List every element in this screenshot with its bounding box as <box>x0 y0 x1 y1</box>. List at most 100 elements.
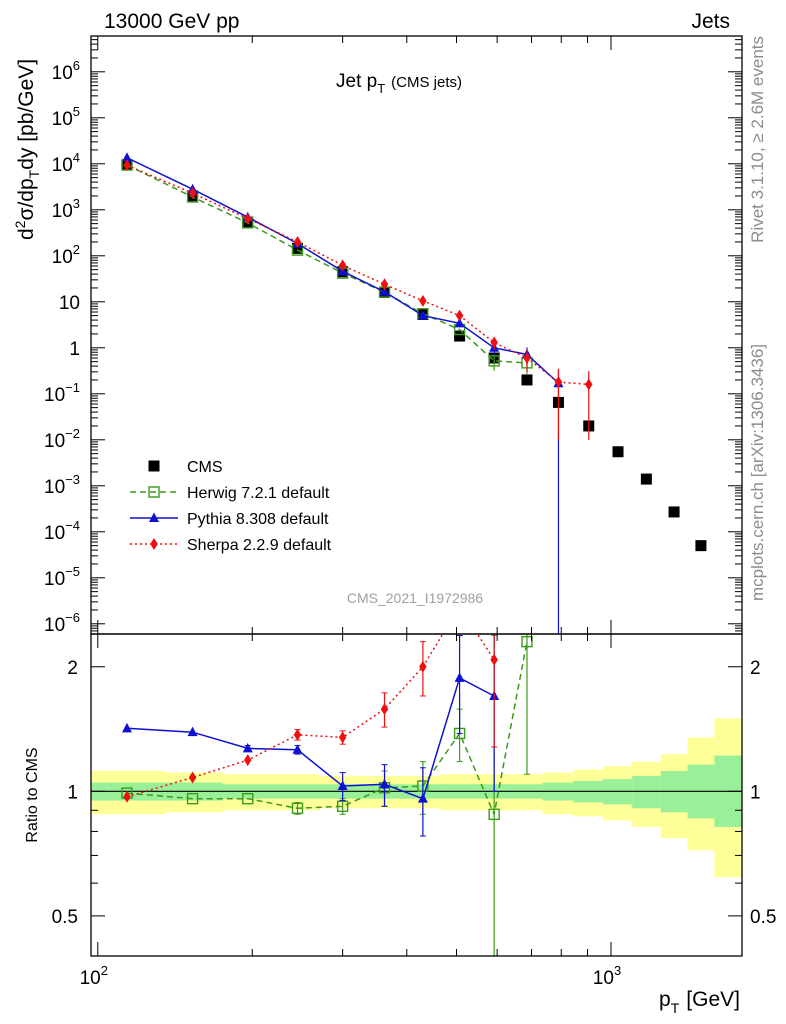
y-tick-label: 10−5 <box>44 564 80 590</box>
data-point <box>188 187 197 200</box>
legend-marker <box>148 460 160 472</box>
ratio-point <box>380 703 389 716</box>
ratio-point <box>293 728 302 741</box>
x-tick-label: 102 <box>80 963 108 989</box>
data-point <box>612 446 624 458</box>
analysis-watermark: CMS_2021_I1972986 <box>347 590 483 606</box>
ratio-point <box>338 731 347 744</box>
main-panel: 10−6 10−5 10−4 10−3 10−2 10−1 1 10 102 103 104 105 1… <box>44 35 743 636</box>
y-tick-label: 10 <box>59 293 80 314</box>
header-energy: 13000 GeV pp <box>104 10 239 33</box>
x-axis-title: pT [GeV] <box>659 988 740 1016</box>
y-tick-label: 10−1 <box>44 380 80 406</box>
band-green <box>632 775 662 809</box>
ratio-point <box>417 793 428 803</box>
data-point <box>293 235 302 248</box>
plot-title-subscript: T <box>377 81 385 96</box>
data-point <box>244 212 252 225</box>
data-point <box>455 309 464 322</box>
legend-marker <box>149 512 159 522</box>
data-point <box>695 540 707 552</box>
plot-title: Jet pT (CMS jets) <box>336 71 462 96</box>
data-point <box>417 310 428 320</box>
series-1 <box>121 159 533 374</box>
mcplots-reference-label: mcplots.cern.ch [arXiv:1306.3436] <box>748 344 767 601</box>
ratio-point <box>419 660 427 673</box>
series-line <box>126 164 589 386</box>
y-tick-label: 10−4 <box>44 518 80 544</box>
y-tick-label: 106 <box>52 58 80 84</box>
data-point <box>454 330 466 342</box>
ratio-point <box>121 722 132 733</box>
data-point <box>488 355 500 367</box>
ratio-y-tick-label-right: 0.5 <box>750 907 776 928</box>
ratio-y-tick-label: 0.5 <box>52 907 78 928</box>
header-category: Jets <box>691 10 730 33</box>
uncertainty-bands <box>91 718 742 878</box>
plot-title-main: Jet p <box>336 71 377 92</box>
plot-title-extra: (CMS jets) <box>391 74 462 91</box>
ratio-line <box>126 634 495 798</box>
data-point <box>454 317 465 328</box>
ratio-point <box>242 792 254 805</box>
legend: CMS Herwig 7.2.1 default Pythia 8.308 defa… <box>130 459 332 554</box>
ratio-series-1 <box>121 634 500 837</box>
ratio-point <box>244 754 252 767</box>
series-line <box>126 164 528 364</box>
legend-marker <box>150 538 158 550</box>
data-point <box>521 374 533 386</box>
ratio-y-tick-label: 1 <box>67 782 78 803</box>
rivet-version-label: Rivet 3.1.10, ≥ 2.6M events <box>748 36 767 243</box>
y-tick-label: 103 <box>52 196 80 222</box>
data-point <box>379 286 390 296</box>
legend-label: Pythia 8.308 default <box>187 511 329 528</box>
series-2 <box>121 152 564 634</box>
ratio-point <box>123 790 131 803</box>
legend-entry: Herwig 7.2.1 default <box>130 485 330 502</box>
data-point <box>490 336 498 349</box>
data-point <box>523 352 531 364</box>
y-tick-label: 105 <box>52 104 80 130</box>
data-point <box>338 259 347 272</box>
ratio-frame <box>90 633 743 957</box>
ratio-point <box>337 780 348 791</box>
data-point <box>380 278 389 291</box>
ratio-y-tick-label-right: 1 <box>750 782 761 803</box>
legend-entry: Pythia 8.308 default <box>130 511 329 528</box>
ratio-point <box>490 653 498 666</box>
data-point <box>123 159 131 172</box>
main-series <box>121 152 707 634</box>
series-3 <box>123 159 593 440</box>
ratio-point <box>336 800 349 813</box>
y-tick-label: 10−3 <box>44 472 80 498</box>
legend-entry: CMS <box>148 459 223 476</box>
ratio-line <box>126 641 528 817</box>
data-point <box>554 376 563 389</box>
ratio-point <box>292 744 303 754</box>
y-tick-label: 1 <box>69 339 80 360</box>
data-point <box>640 473 652 485</box>
ratio-point <box>187 726 198 737</box>
y-tick-label: 10−2 <box>44 426 80 452</box>
legend-label: Herwig 7.2.1 default <box>187 485 330 502</box>
ratio-series <box>121 634 533 956</box>
ratio-point <box>291 802 304 814</box>
y-tick-label: 10−6 <box>44 610 80 636</box>
ratio-series-2 <box>123 634 498 803</box>
ratio-point <box>186 792 199 805</box>
ratio-point <box>379 778 390 789</box>
main-y-axis-title: d2σ/dpTdy [pb/GeV] <box>12 59 42 240</box>
legend-entry: Sherpa 2.2.9 default <box>130 537 332 554</box>
data-point <box>121 152 132 162</box>
data-point <box>668 506 680 518</box>
y-tick-label: 102 <box>52 242 80 268</box>
ratio-y-tick-label: 2 <box>67 658 78 679</box>
ratio-point <box>454 672 465 682</box>
ratio-point <box>188 771 197 784</box>
y-tick-label: 104 <box>52 150 80 176</box>
data-point <box>584 378 593 391</box>
ratio-series-0 <box>121 634 533 956</box>
ratio-point <box>242 742 253 753</box>
legend-label: CMS <box>187 459 223 476</box>
